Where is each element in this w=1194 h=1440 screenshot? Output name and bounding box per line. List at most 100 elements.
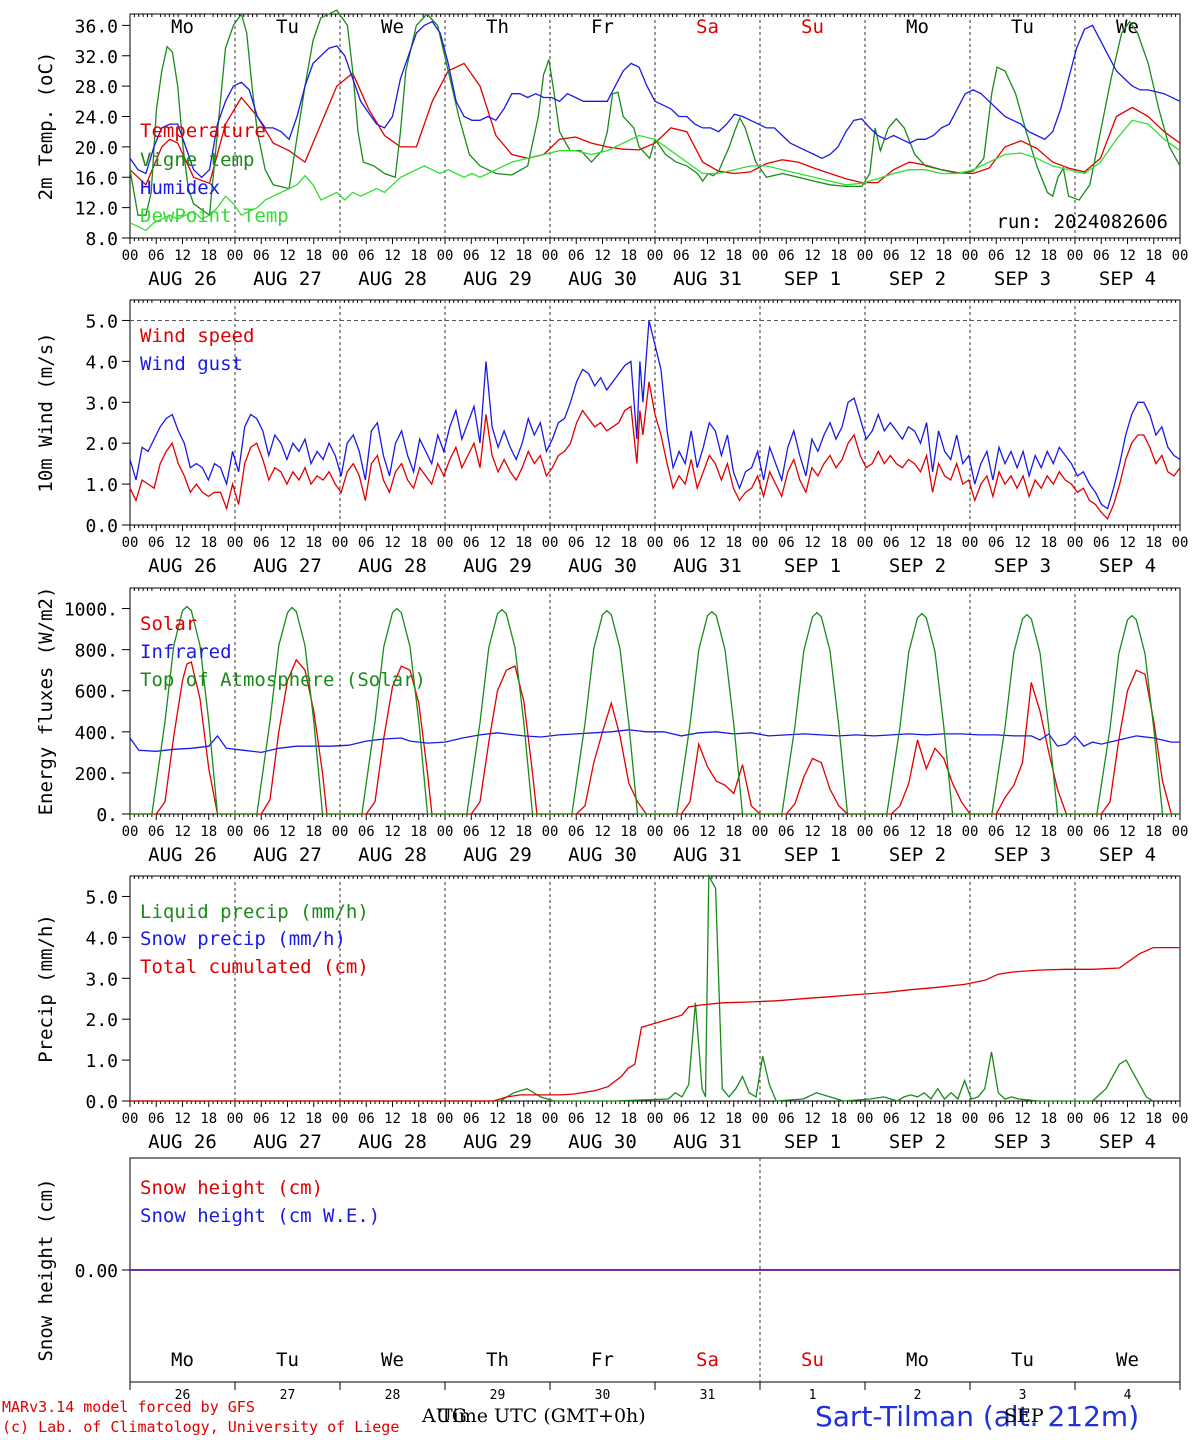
hour-tick-label: 12 [489,1111,506,1127]
hour-tick-label: 06 [988,824,1005,840]
hour-tick-label: 12 [909,1111,926,1127]
day-date-label: AUG 29 [463,1131,532,1153]
hour-tick-label: 12 [384,824,401,840]
hour-tick-label: 18 [935,535,952,551]
day-date-label: SEP 3 [994,268,1051,290]
weekday-label: We [1116,16,1139,38]
hour-tick-label: 18 [725,535,742,551]
hour-tick-label: 18 [410,535,427,551]
hour-tick-label: 06 [673,248,690,264]
day-date-label: SEP 1 [784,555,841,577]
weekday-label: Mo [171,16,194,38]
y-tick-label: 3.0 [85,969,118,990]
hour-tick-label: 18 [1040,824,1057,840]
hour-tick-label: 00 [752,535,769,551]
hour-tick-label: 00 [857,535,874,551]
y-tick-label: 4.0 [85,352,118,373]
weekday-label: We [381,16,404,38]
hour-tick-label: 06 [148,535,165,551]
hour-tick-label: 12 [1014,535,1031,551]
hour-tick-label: 00 [122,535,139,551]
day-date-label: AUG 27 [253,844,322,866]
hour-tick-label: 06 [358,535,375,551]
hour-tick-label: 12 [1119,824,1136,840]
legend-entry: Top of Atmosphere (Solar) [140,669,426,691]
hour-tick-label: 00 [437,824,454,840]
day-number-label: 1 [809,1388,817,1403]
day-number-label: 31 [700,1388,716,1403]
day-date-label: AUG 29 [463,844,532,866]
hour-tick-label: 12 [699,535,716,551]
legend-entry: Total cumulated (cm) [140,956,369,978]
day-number-label: 3 [1019,1388,1027,1403]
y-tick-label: 600. [75,682,118,703]
hour-tick-label: 12 [489,824,506,840]
day-date-label: SEP 2 [889,1131,946,1153]
day-number-label: 26 [175,1388,191,1403]
hour-tick-label: 12 [279,1111,296,1127]
hour-tick-label: 00 [647,824,664,840]
hour-tick-label: 12 [804,248,821,264]
y-tick-label: 0.0 [85,1092,118,1113]
hour-tick-label: 18 [620,248,637,264]
hour-tick-label: 18 [305,248,322,264]
model-credit-line: MARv3.14 model forced by GFS [2,1398,255,1416]
day-date-label: SEP 3 [994,844,1051,866]
y-tick-label: 4.0 [85,928,118,949]
hour-tick-label: 00 [1067,535,1084,551]
hour-tick-label: 00 [542,824,559,840]
legend-entry: Humidex [140,177,220,199]
hour-tick-label: 18 [1145,1111,1162,1127]
hour-tick-label: 00 [1067,824,1084,840]
hour-tick-label: 18 [830,535,847,551]
hour-tick-label: 12 [909,535,926,551]
weekday-label: Mo [906,1349,929,1371]
hour-tick-label: 12 [384,1111,401,1127]
day-date-label: AUG 26 [148,1131,217,1153]
hour-tick-label: 12 [384,248,401,264]
y-tick-label: 28.0 [75,77,118,98]
hour-tick-label: 18 [515,248,532,264]
day-date-label: AUG 29 [463,555,532,577]
hour-tick-label: 12 [384,535,401,551]
hour-tick-label: 06 [463,248,480,264]
legend-entry: Temperature [140,120,266,142]
month-label-sep: SEP [1004,1405,1044,1427]
hour-tick-label: 12 [909,824,926,840]
hour-tick-label: 06 [778,824,795,840]
hour-tick-label: 00 [122,248,139,264]
hour-tick-label: 06 [253,248,270,264]
weekday-label: We [381,1349,404,1371]
day-date-label: AUG 31 [673,844,742,866]
legend-entry: Infrared [140,641,232,663]
y-tick-label: 2.0 [85,434,118,455]
day-date-label: AUG 28 [358,844,427,866]
hour-tick-label: 00 [962,1111,979,1127]
hour-tick-label: 12 [594,248,611,264]
hour-tick-label: 18 [830,1111,847,1127]
hour-tick-label: 00 [1172,1111,1189,1127]
y-tick-label: 8.0 [85,229,118,250]
hour-tick-label: 06 [148,248,165,264]
hour-tick-label: 18 [620,824,637,840]
hour-tick-label: 18 [725,824,742,840]
series-line-infrared [129,729,1180,754]
hour-tick-label: 12 [174,248,191,264]
y-tick-label: 1.0 [85,1051,118,1072]
day-date-label: SEP 1 [784,268,841,290]
hour-tick-label: 06 [673,824,690,840]
hour-tick-label: 12 [1119,535,1136,551]
hour-tick-label: 00 [542,1111,559,1127]
hour-tick-label: 06 [253,824,270,840]
y-tick-label: 0. [96,805,118,826]
hour-tick-label: 06 [358,248,375,264]
weekday-label: Sa [696,16,719,38]
hour-tick-label: 18 [515,535,532,551]
day-date-label: AUG 28 [358,268,427,290]
y-tick-label: 200. [75,764,118,785]
hour-tick-label: 06 [463,535,480,551]
hour-tick-label: 18 [200,535,217,551]
hour-tick-label: 00 [647,248,664,264]
hour-tick-label: 06 [463,824,480,840]
hour-tick-label: 12 [699,1111,716,1127]
